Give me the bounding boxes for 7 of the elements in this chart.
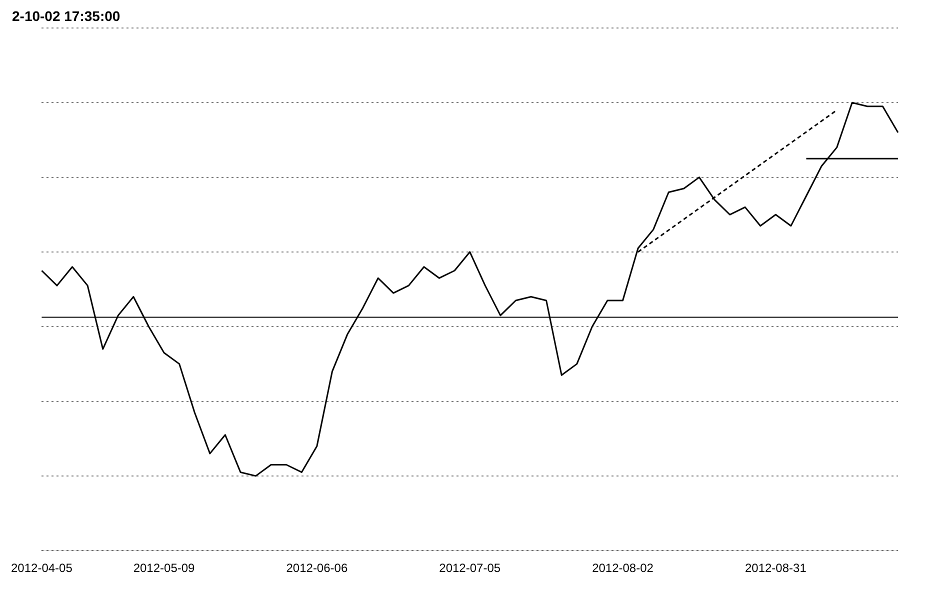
x-tick-label: 2012-06-06: [286, 561, 348, 576]
x-tick-label: 2012-07-05: [439, 561, 501, 576]
x-tick-label: 2012-08-31: [744, 561, 807, 576]
x-tick-label: 2012-04-05: [10, 561, 73, 576]
x-tick-label: 2012-08-02: [592, 561, 654, 576]
text: 2-10-02 17:35:00: [12, 8, 122, 24]
x-tick-label: 2012-05-09: [133, 561, 196, 576]
